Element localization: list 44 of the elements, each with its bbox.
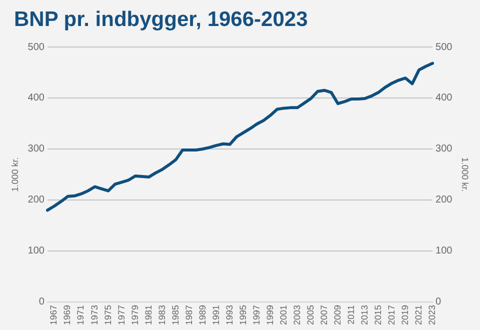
y-tick-label: 400: [28, 92, 45, 104]
x-tick-label: 1999: [264, 304, 275, 326]
y-tick-label: 500: [28, 42, 45, 53]
y2-tick-label: 300: [436, 144, 453, 155]
chart-title: BNP pr. indbygger, 1966-2023: [13, 7, 309, 33]
x-tick-label: 1969: [62, 304, 72, 326]
x-tick-label: 2011: [346, 304, 356, 324]
y2-tick-label: 200: [436, 194, 453, 206]
x-tick-label: 1973: [89, 304, 100, 326]
x-tick-label: 2007: [318, 304, 329, 326]
x-tick-label: 1967: [48, 304, 59, 326]
x-tick-label: 2021: [413, 304, 424, 326]
y2-tick-label: 500: [436, 42, 453, 53]
y-tick-label: 100: [28, 246, 45, 257]
x-tick-label: 1995: [238, 304, 248, 326]
y-tick-label: 0: [38, 296, 45, 308]
y2-axis-title: 1.000 kr.: [460, 157, 470, 192]
x-tick-label: 2003: [292, 304, 302, 326]
x-tick-label: 2009: [332, 304, 342, 326]
x-tick-label: 2023: [427, 304, 437, 326]
y-tick-label: 300: [28, 144, 45, 155]
x-tick-label: 2015: [372, 304, 383, 326]
x-tick-label: 2005: [305, 304, 316, 326]
x-tick-label: 1975: [102, 304, 113, 326]
x-tick-label: 2017: [386, 304, 396, 326]
x-tick-label: 1997: [251, 304, 262, 326]
x-tick-label: 1977: [116, 304, 126, 326]
x-tick-label: 1991: [210, 304, 221, 326]
y-tick-label: 200: [28, 194, 45, 206]
x-tick-label: 2019: [400, 304, 410, 326]
y-axis-title: 1.000 kr.: [10, 157, 20, 192]
y2-tick-label: 100: [436, 246, 453, 257]
y2-tick-label: 400: [436, 92, 453, 104]
x-tick-label: 1985: [170, 304, 180, 326]
x-tick-label: 2013: [359, 304, 370, 326]
x-tick-label: 1983: [156, 304, 167, 326]
x-tick-label: 1981: [143, 304, 154, 326]
x-tick-label: 1989: [197, 304, 208, 326]
x-tick-label: 1987: [184, 304, 194, 326]
x-tick-label: 1993: [224, 304, 234, 326]
y2-tick-label: 0: [436, 296, 442, 308]
x-tick-label: 1979: [130, 304, 140, 326]
x-tick-label: 2001: [278, 304, 288, 326]
x-tick-label: 1971: [76, 304, 86, 326]
